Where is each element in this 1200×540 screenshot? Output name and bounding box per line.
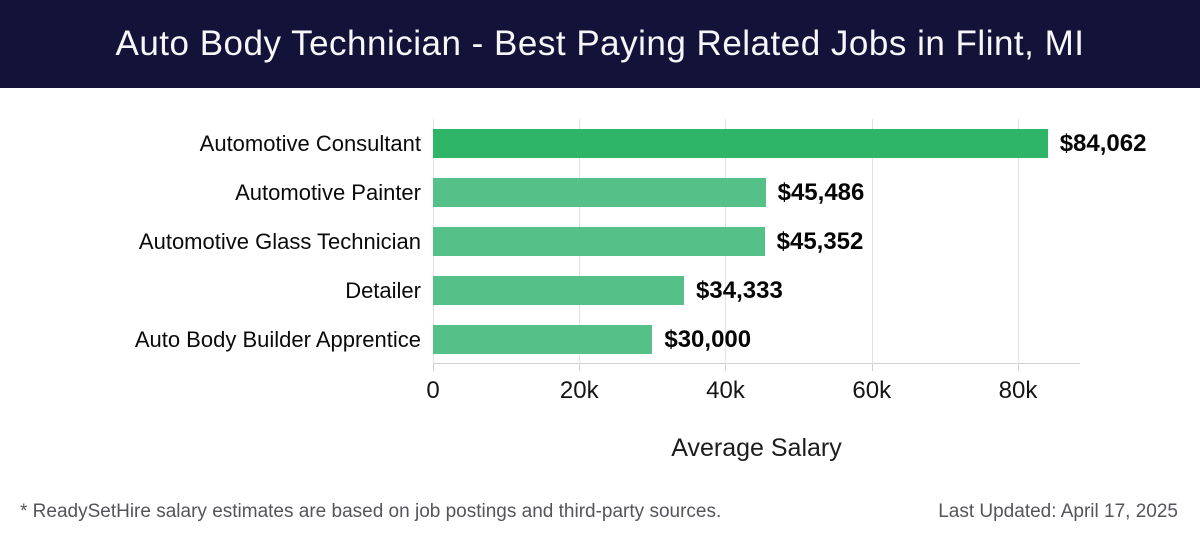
category-label: Automotive Consultant <box>199 131 421 156</box>
category-label: Auto Body Builder Apprentice <box>134 327 421 352</box>
bar <box>433 227 765 256</box>
x-axis-label: Average Salary <box>671 434 842 462</box>
axis-tick <box>579 364 581 371</box>
axis-tick <box>871 364 873 371</box>
bar <box>433 178 766 207</box>
axis-tick <box>1017 364 1019 371</box>
x-tick-label: 20k <box>559 377 599 404</box>
bar <box>433 129 1048 158</box>
page-title: Auto Body Technician - Best Paying Relat… <box>115 24 1085 63</box>
x-tick-label: 80k <box>998 377 1038 404</box>
bar <box>433 325 653 354</box>
gridline <box>871 119 873 364</box>
bar-value-label: $84,062 <box>1059 130 1147 157</box>
x-tick-label: 60k <box>852 377 892 404</box>
gridline <box>1017 119 1019 364</box>
footer-source-note: * ReadySetHire salary estimates are base… <box>20 501 722 522</box>
x-tick-label: 0 <box>426 377 440 404</box>
bar-value-label: $34,333 <box>696 277 783 304</box>
axis-tick <box>433 364 434 371</box>
bar <box>433 276 685 305</box>
footer-last-updated: Last Updated: April 17, 2025 <box>938 501 1178 522</box>
bar-value-label: $45,486 <box>777 179 865 206</box>
bar-value-label: $30,000 <box>664 326 752 353</box>
x-tick-label: 40k <box>706 377 745 404</box>
title-bar: Auto Body Technician - Best Paying Relat… <box>0 0 1200 88</box>
category-label: Detailer <box>345 278 421 303</box>
category-label: Automotive Painter <box>235 180 421 205</box>
category-label: Automotive Glass Technician <box>138 229 421 254</box>
axis-tick <box>725 364 727 371</box>
bar-value-label: $45,352 <box>776 228 864 255</box>
